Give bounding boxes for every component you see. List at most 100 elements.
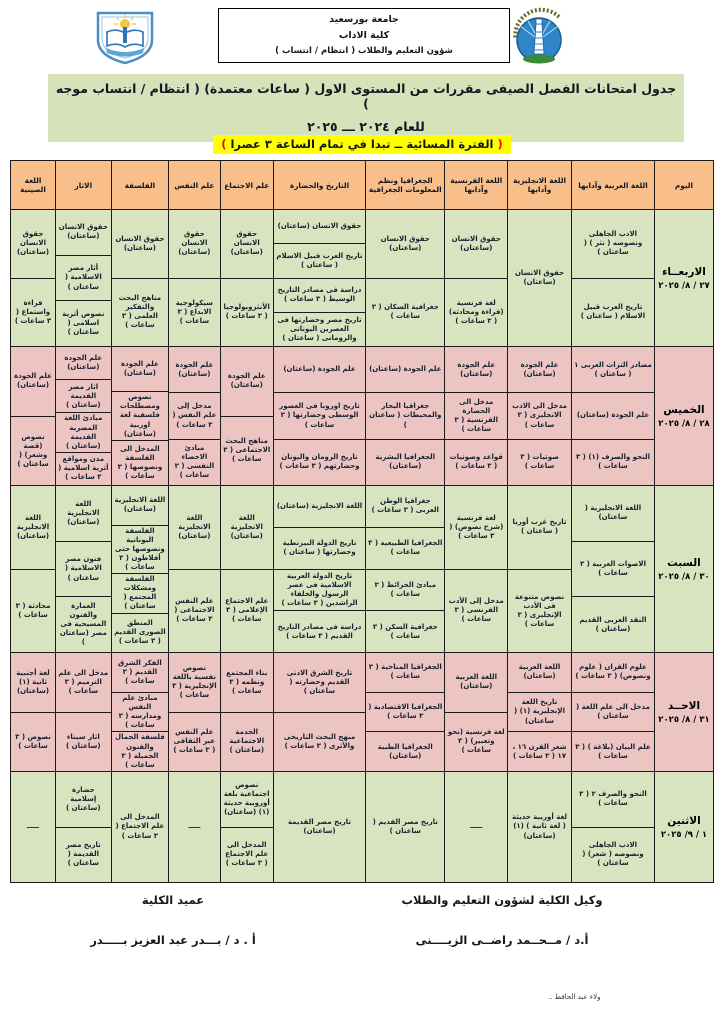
day-cell: السبت ٣٠ / ٨/ ٢٠٢٥ bbox=[653, 485, 715, 653]
dean-title: عميد الكلية bbox=[141, 893, 205, 907]
course-cell: مدخل الى علم الترميم ( ٣ ساعات ) bbox=[56, 653, 111, 713]
course-cell: علم النفس عبر الثقافى ( ٣ ساعات ) bbox=[173, 728, 216, 755]
column-header: الفلسفة bbox=[110, 160, 170, 210]
paren-close: ) bbox=[221, 137, 227, 151]
course-cell: تاريخ مصر القديمة ( ساعتان ) bbox=[65, 841, 101, 868]
department-cell: حقوق الانسان (ساعتان) أثار مصر الاسلامية … bbox=[55, 209, 112, 347]
course-cell: المدخل الى الفلسفة ونصوصها ( ٣ ساعات ) bbox=[117, 444, 163, 480]
department-cell: تاريخ غرب أوربا ( ساعتان ) نصوص متنوعة فى… bbox=[507, 485, 572, 653]
course-cell: العمارة والفنون المسيحية فى مصر (ساعتان … bbox=[59, 601, 107, 647]
course-cell: النحو والصرف (١) ( ٣ ساعات ) bbox=[575, 453, 650, 471]
column-header: اللغة الصينية bbox=[9, 160, 57, 210]
course-cell: الاصوات العربية ( ٣ ساعات ) bbox=[572, 542, 654, 598]
course-cell: جغرافيا الوطن العربى ( ٣ ساعات ) bbox=[366, 486, 445, 528]
course-cell: مدن ومواقع أثرية اسلامية ( ٣ ساعات ) bbox=[58, 455, 109, 482]
course-cell: قراءة واستماع ( ٣ ساعات ) bbox=[14, 298, 52, 325]
course-cell: لغة فرنسية (قراءة ومحادثة) ( ٣ ساعات ) bbox=[448, 298, 504, 325]
department-cell: علم الجودة (ساعتان) مدخل الى الحضارة الفر… bbox=[444, 346, 509, 486]
course-cell: حقوق الانسان (ساعتان) bbox=[220, 210, 273, 279]
department-cell: اللغة الانجليزية (ساعتان) فنون مصر الاسلا… bbox=[55, 485, 112, 653]
department-cell: اللغة العربية (ساعتان) لغة فرنسية (نحو وت… bbox=[444, 652, 509, 772]
department-cell: اللغة الانجليزية (ساعتان) محادثة ( ٣ ساعا… bbox=[9, 485, 57, 653]
department-cell: مصادر التراث العربى ١ ( ساعتان ) علم الجو… bbox=[571, 346, 655, 486]
course-cell: علم الجودة (ساعتان) bbox=[508, 347, 571, 394]
course-cell: مبادئ الخرائط ( ٣ ساعات ) bbox=[366, 570, 445, 612]
course-cell: مبادئ علم النفس ومدارسه ( ٣ ساعات ) bbox=[111, 693, 169, 733]
course-cell: مدخل الى الادب الانجليزى ( ٣ ساعات ) bbox=[508, 393, 571, 440]
course-cell: تاريخ مصر وحضارتها فى العصرين اليونانى و… bbox=[277, 315, 362, 342]
course-cell: الجغرافيا المناخية ( ٣ ساعات ) bbox=[366, 653, 445, 693]
department-cell: النحو والصرف ٢ ( ٣ ساعات ) الادب الجاهلى … bbox=[571, 771, 655, 883]
course-cell: ـــــ bbox=[188, 822, 201, 831]
course-cell: المدخل الى علم الاجتماع ( ٣ ساعات ) bbox=[225, 841, 269, 868]
department-cell: اللغة العربية (ساعتان) تاريخ اللغة الإنجل… bbox=[507, 652, 572, 772]
course-cell: اللغة الانجليزية (ساعتان) bbox=[56, 486, 111, 542]
course-cell: تاريخ غرب أوربا ( ساعتان ) bbox=[508, 486, 571, 570]
course-cell: لغة أجنبية ثانية (١) (ساعتان) bbox=[11, 653, 56, 713]
course-cell: المدخل الى علم الاجتماع ( ٣ ساعات ) bbox=[115, 813, 165, 840]
day-date: ٢٨ / ٨/ ٢٠٢٥ bbox=[658, 418, 710, 429]
course-cell: تاريخ اوروبا فى العصور الوسطى وحضارتها (… bbox=[273, 393, 366, 440]
day-date: ٣٠ / ٨/ ٢٠٢٥ bbox=[658, 571, 710, 582]
course-cell: مدخل إلى الأدب الفرنسى ( ٣ ساعات ) bbox=[448, 597, 504, 624]
department-cell: نصوص نفسية باللغة الإنجليزية ( ٣ ساعات )… bbox=[168, 652, 221, 772]
course-cell: دراسة فى مصادر التاريخ القديم ( ٣ ساعات … bbox=[277, 622, 362, 640]
department-cell: الفكر الشرق القديم ( ٣ ساعات ) مبادئ علم … bbox=[110, 652, 170, 772]
department-cell: ـــــ bbox=[9, 771, 57, 883]
course-cell: مدخل إلى علم النفس ( ٣ ساعات ) bbox=[169, 393, 220, 440]
department-cell: الجغرافيا المناخية ( ٣ ساعات ) الجغرافيا … bbox=[365, 652, 446, 772]
day-cell: الاربعــاء ٢٧ / ٨/ ٢٠٢٥ bbox=[653, 209, 715, 347]
faculty-name: كلية الاداب bbox=[338, 30, 390, 41]
paren-open: ( bbox=[497, 137, 503, 151]
course-cell: مناهج البحث والتفكير العلمى ( ٣ ساعات ) bbox=[118, 294, 162, 330]
page-note: ولاء عبد الحافظ .. bbox=[548, 993, 601, 1001]
course-cell: نصوص متنوعة فى الأدب الإنجليزى ( ٣ ساعات… bbox=[514, 592, 565, 628]
course-cell: جغرافيا البحار والمحيطات ( ساعتان ) bbox=[366, 393, 445, 440]
course-cell: فنون مصر الاسلامية ( ساعتان ) bbox=[56, 542, 111, 598]
dean-name: أ . د / بـــدر عبد العزيز بـــــدر bbox=[90, 933, 256, 947]
column-header: اللغة العربية وآدابها bbox=[571, 160, 655, 210]
department-cell: حقوق الانسان (ساعتان) الأنثروبولوجيا ( ٣ … bbox=[219, 209, 274, 347]
course-cell: نصوص نفسية باللغة الإنجليزية ( ٣ ساعات ) bbox=[169, 653, 220, 713]
course-cell: تاريخ العرب قبيل الاسلام ( ساعتان ) bbox=[580, 303, 646, 321]
day-name: السبت bbox=[667, 556, 701, 569]
day-date: ٢٧ / ٨/ ٢٠٢٥ bbox=[658, 280, 710, 291]
course-cell: نصوص (قصة وشعر) ( ساعتان ) bbox=[17, 432, 49, 468]
table-row: السبت ٣٠ / ٨/ ٢٠٢٥ اللغة الانجليزية ( ساعت… bbox=[9, 485, 715, 653]
department-cell: بناء المجتمع ونظمه ( ٣ ساعات ) الخدمة الا… bbox=[219, 652, 274, 772]
department-cell: جغرافيا الوطن العربى ( ٣ ساعات ) الجغرافي… bbox=[365, 485, 446, 653]
course-cell: حقوق الانسان (ساعتان) bbox=[273, 210, 366, 245]
department-cell: اللغة الانجليزية (ساعتان) تاريخ الدولة ال… bbox=[272, 485, 367, 653]
department-cell: علم الجودة (ساعتان) نصوص (قصة وشعر) ( ساع… bbox=[9, 346, 57, 486]
course-cell: اللغة الانجليزية (ساعتان) bbox=[111, 486, 169, 526]
course-cell: اثار سيناء (ساعتان ) bbox=[66, 732, 101, 750]
course-cell: علم الجودة (ساعتان) bbox=[273, 347, 366, 394]
department-cell: تاريخ مصر القديمة (ساعتان) bbox=[272, 771, 367, 883]
department-cell: مدخل الى علم الترميم ( ٣ ساعات ) اثار سين… bbox=[55, 652, 112, 772]
course-cell: لغة أوربية حديثة ( لغة ثانية ) (١) (ساعت… bbox=[512, 813, 568, 840]
course-cell: حقوق الانسان (ساعتان) bbox=[56, 210, 111, 256]
department-cell: الادب الجاهلى ونصوصه ( نثر ) ( ساعتان ) ت… bbox=[571, 209, 655, 347]
course-cell: حقوق الانسان (ساعتان) bbox=[11, 210, 56, 279]
course-cell: قواعد وصوتيات ( ٣ ساعات ) bbox=[449, 453, 503, 471]
period-note-text: الفترة المسائية ــ تبدا في تمام الساعة ٣… bbox=[226, 137, 498, 151]
table-row: الخميس ٢٨ / ٨/ ٢٠٢٥ مصادر التراث العربى ١ … bbox=[9, 346, 715, 486]
course-cell: مصادر التراث العربى ١ ( ساعتان ) bbox=[572, 347, 654, 394]
department-cell: حقوق الانسان (ساعتان) جغرافية السكان ( ٣ … bbox=[365, 209, 446, 347]
course-cell: تاريخ الدولة البيزنطية وحضارتها ( ساعتان… bbox=[273, 528, 366, 570]
day-column-header: اليوم bbox=[653, 160, 715, 210]
course-cell: فلسفة الجمال والفنون الجميلة ( ٣ ساعات ) bbox=[115, 733, 165, 769]
course-cell: علم الجودة (ساعتان) bbox=[366, 347, 445, 394]
course-cell: علم الجودة (ساعتان) bbox=[56, 347, 111, 381]
day-date: ١ / ٩/ ٢٠٢٥ bbox=[660, 829, 708, 840]
course-cell: نصوص اجتماعية بلغة أوروبية حديثة (١) (سا… bbox=[220, 772, 273, 828]
department-cell: علوم القران ( علوم ونصوص) ( ٣ ساعات ) مدخ… bbox=[571, 652, 655, 772]
department-cell: حقوق الانسان (ساعتان) مناهج البحث والتفكي… bbox=[110, 209, 170, 347]
department-cell: علم الجودة (ساعتان) مناهج البحث الاجتماعى… bbox=[219, 346, 274, 486]
day-cell: الاثنين ١ / ٩/ ٢٠٢٥ bbox=[653, 771, 715, 883]
vice-dean-signature-block: وكيل الكلية لشؤون التعليم والطلاب أ.د / … bbox=[372, 893, 632, 947]
exam-title-line2: للعام ٢٠٢٤ ـــ ٢٠٢٥ bbox=[307, 119, 425, 134]
department-cell: اللغة الانجليزية (ساعتان) علم النفس الاجت… bbox=[168, 485, 221, 653]
department-cell: نصوص اجتماعية بلغة أوروبية حديثة (١) (سا… bbox=[219, 771, 274, 883]
